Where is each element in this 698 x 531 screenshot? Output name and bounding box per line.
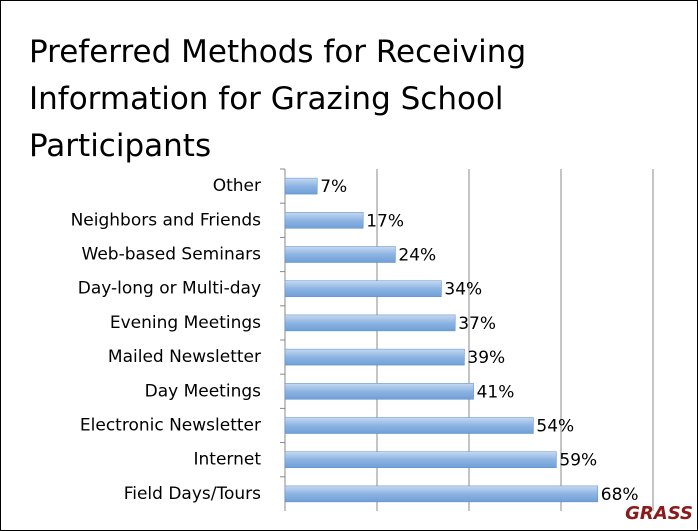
bar (284, 383, 474, 400)
value-label: 37% (458, 314, 496, 334)
bar (284, 348, 465, 366)
y-tick-label: Web-based Seminars (82, 245, 262, 265)
value-label: 54% (536, 417, 574, 437)
y-tick-label: Day Meetings (145, 381, 262, 401)
value-label: 68% (601, 485, 639, 505)
bar (284, 314, 456, 332)
y-tick-label: Day-long or Multi-day (78, 279, 261, 299)
value-label: 41% (477, 382, 515, 402)
bar (284, 485, 599, 503)
chart-title: Preferred Methods for Receiving Informat… (29, 34, 527, 164)
y-tick-label: Mailed Newsletter (108, 347, 261, 367)
y-tick-label: Internet (193, 450, 261, 470)
value-label: 39% (467, 348, 505, 368)
bar (284, 451, 557, 468)
y-tick-label: Field Days/Tours (124, 484, 261, 504)
value-label: 17% (366, 211, 404, 231)
bar (284, 246, 396, 263)
value-label: 24% (398, 246, 436, 266)
value-label: 7% (320, 177, 347, 197)
bar (284, 280, 442, 297)
value-label: 34% (444, 280, 482, 300)
y-tick-label: Neighbors and Friends (71, 210, 262, 230)
bar (284, 417, 534, 434)
y-tick-label: Other (213, 176, 261, 196)
value-label: 59% (559, 451, 597, 471)
logo: GRASS (625, 503, 693, 524)
bar (284, 177, 318, 195)
y-tick-label: Evening Meetings (110, 313, 261, 333)
bar (284, 212, 364, 229)
y-tick-label: Electronic Newsletter (80, 416, 261, 436)
